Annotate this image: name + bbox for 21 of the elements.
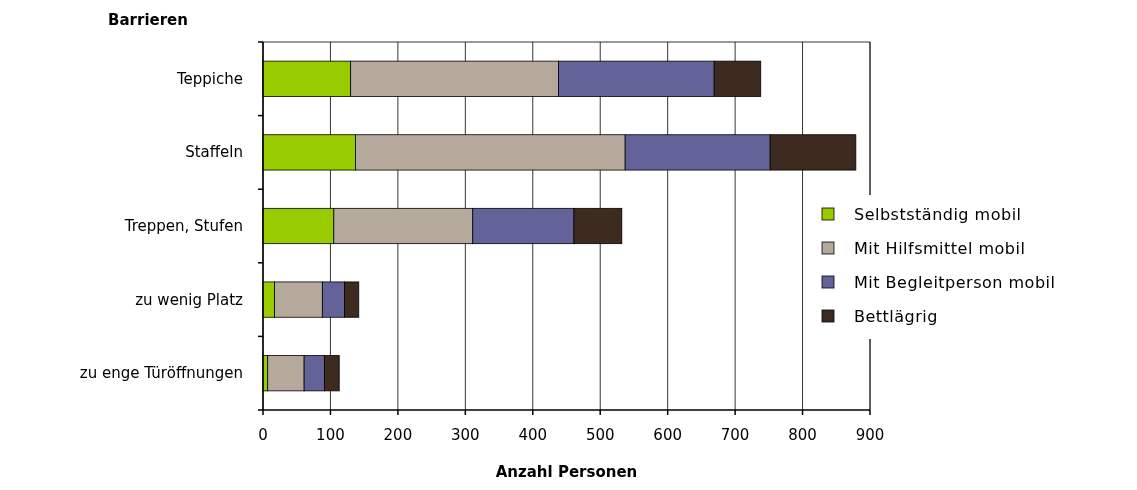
x-tick-label: 100 [316,426,345,444]
x-tick-label: 200 [383,426,413,444]
x-tick-label: 800 [788,426,817,444]
x-axis-title: Anzahl Personen [495,463,638,481]
y-tick-label: Staffeln [185,143,243,162]
x-tick-label: 300 [451,426,480,444]
x-tick-label: 900 [855,426,885,444]
y-axis-title: Barrieren [108,11,188,29]
x-tick-label: 0 [258,426,268,444]
x-tick-label: 400 [518,426,548,444]
x-tick-label: 500 [585,426,615,444]
y-tick-label: zu enge Türöffnungen [79,364,243,383]
legend-label: Bettlägrig [854,307,938,326]
x-tick-label: 700 [720,426,750,444]
x-tick-label: 600 [653,426,682,444]
y-tick-label: Treppen, Stufen [123,217,243,235]
y-tick-label: zu wenig Platz [135,290,244,309]
y-tick-label: Teppiche [175,69,243,88]
legend-label: Mit Hilfsmittel mobil [854,239,1026,258]
legend-label: Selbstständig mobil [854,205,1022,224]
legend-label: Mit Begleitperson mobil [854,273,1056,292]
